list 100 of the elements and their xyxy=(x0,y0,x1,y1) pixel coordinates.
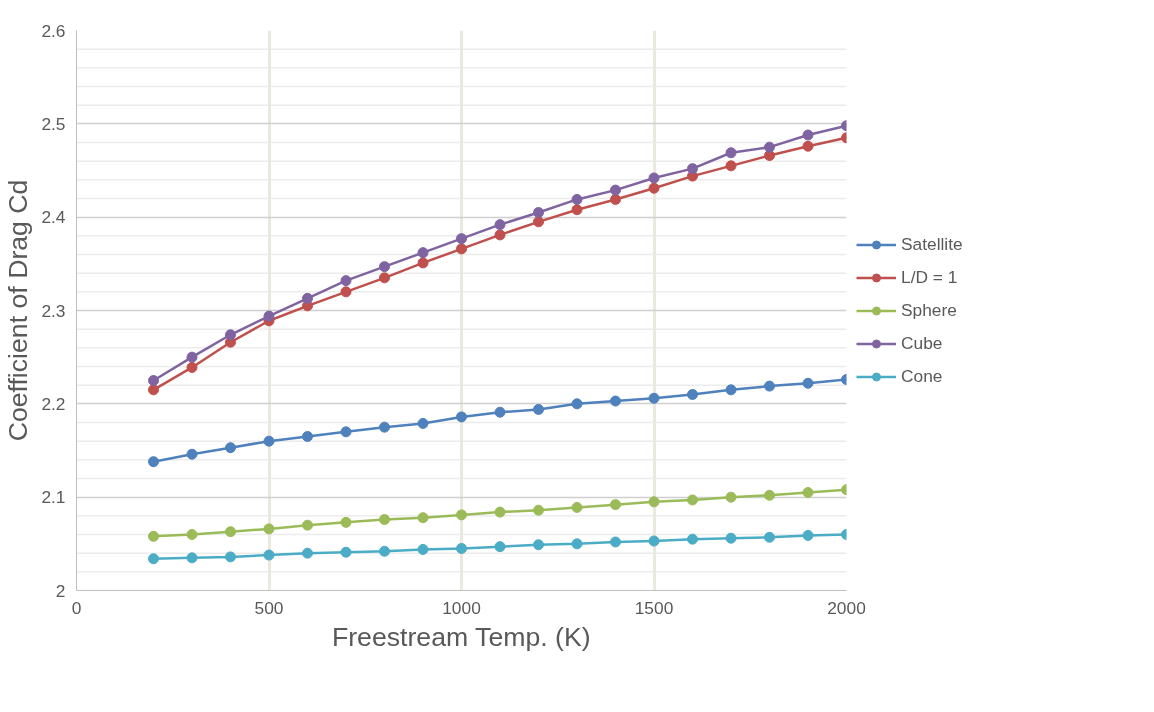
point xyxy=(494,541,506,553)
y-tick-label: 2.5 xyxy=(41,113,66,134)
point xyxy=(340,275,352,287)
point xyxy=(417,543,429,555)
point xyxy=(610,184,621,196)
point xyxy=(533,539,544,551)
legend-label: Sphere xyxy=(901,299,957,321)
point xyxy=(186,448,198,460)
point xyxy=(340,546,352,558)
point xyxy=(610,395,621,407)
point xyxy=(610,499,621,511)
point xyxy=(533,504,544,516)
point xyxy=(571,538,583,550)
point xyxy=(417,247,429,259)
point xyxy=(764,489,775,501)
point xyxy=(148,384,159,396)
point xyxy=(456,509,467,521)
point xyxy=(186,351,198,363)
legend-label: Cone xyxy=(901,365,943,387)
point xyxy=(494,229,506,241)
x-axis-title: Freestream Temp. (K) xyxy=(331,621,591,652)
point xyxy=(648,496,660,508)
point xyxy=(417,512,429,524)
point xyxy=(148,456,159,468)
y-tick-label: 2.6 xyxy=(41,20,66,41)
y-tick-label: 2.1 xyxy=(41,487,66,508)
point xyxy=(340,286,352,298)
legend-label: L/D = 1 xyxy=(901,266,958,288)
point xyxy=(302,547,313,559)
point xyxy=(764,141,775,153)
point xyxy=(379,514,390,526)
point xyxy=(571,193,583,205)
x-tick-label: 2000 xyxy=(827,597,866,618)
point xyxy=(802,377,814,389)
legend-label: Satellite xyxy=(901,233,963,255)
point xyxy=(764,531,775,543)
point xyxy=(533,216,544,228)
point xyxy=(725,147,737,159)
point xyxy=(533,207,544,218)
point xyxy=(148,530,159,542)
x-tick-label: 0 xyxy=(71,597,82,618)
point xyxy=(571,501,583,513)
point xyxy=(648,535,660,547)
point xyxy=(417,257,429,269)
point xyxy=(379,545,390,557)
point xyxy=(494,506,506,518)
y-tick-label: 2 xyxy=(55,580,66,601)
point xyxy=(648,182,660,194)
point xyxy=(148,375,159,386)
point xyxy=(802,129,814,141)
point xyxy=(340,426,352,438)
y-tick-label: 2.2 xyxy=(41,393,66,414)
point xyxy=(225,442,236,454)
point xyxy=(802,529,814,541)
point xyxy=(302,519,313,531)
point xyxy=(802,487,814,498)
y-tick-label: 2.3 xyxy=(41,300,66,321)
point xyxy=(764,380,775,392)
x-tick-label: 1000 xyxy=(442,597,481,618)
y-tick-label: 2.4 xyxy=(41,207,66,228)
point xyxy=(610,193,621,205)
point xyxy=(533,403,544,415)
point xyxy=(571,398,583,410)
point xyxy=(340,516,352,528)
point xyxy=(494,406,506,418)
point xyxy=(225,329,236,341)
point xyxy=(186,361,198,373)
point xyxy=(648,392,660,404)
point xyxy=(571,204,583,216)
point xyxy=(225,526,236,538)
point xyxy=(725,160,737,172)
point xyxy=(687,389,698,400)
point xyxy=(263,549,275,561)
point xyxy=(417,417,429,429)
point xyxy=(802,140,814,152)
point xyxy=(379,421,390,433)
point xyxy=(186,552,198,564)
point xyxy=(610,536,621,548)
point xyxy=(302,431,313,442)
point xyxy=(687,494,698,506)
point xyxy=(687,163,698,175)
point xyxy=(456,543,467,554)
y-axis-title: Coefficient of Drag Cd xyxy=(3,179,34,442)
point xyxy=(263,435,275,447)
point xyxy=(186,529,198,540)
x-tick-label: 500 xyxy=(254,597,284,618)
point xyxy=(725,491,737,503)
point xyxy=(263,523,275,535)
point xyxy=(456,411,467,423)
point xyxy=(648,172,660,184)
point xyxy=(263,310,275,322)
point xyxy=(148,553,159,565)
point xyxy=(725,384,737,396)
point xyxy=(687,533,698,545)
legend-label: Cube xyxy=(901,332,943,354)
point xyxy=(456,233,467,245)
point xyxy=(725,532,737,544)
point xyxy=(302,292,313,304)
x-tick-label: 1500 xyxy=(634,597,674,618)
point xyxy=(379,272,390,284)
